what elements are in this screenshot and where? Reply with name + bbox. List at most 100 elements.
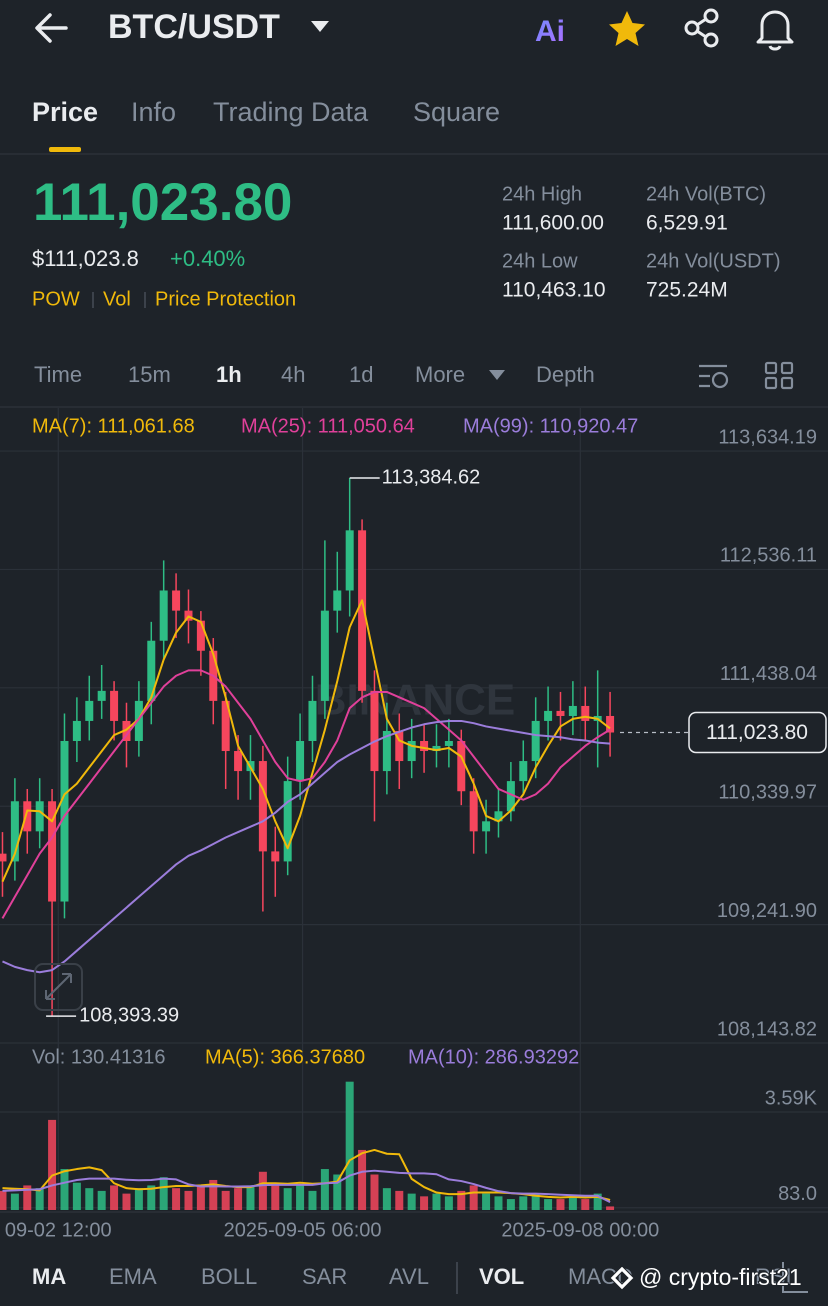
credit-watermark: @ crypto-first21: [609, 1263, 803, 1291]
volume-bar: [333, 1174, 342, 1210]
x-tick-label: 2025-09-08 00:00: [501, 1219, 659, 1241]
tab[interactable]: Square: [413, 97, 500, 127]
volume-bar: [457, 1190, 466, 1210]
chart-settings[interactable]: [699, 364, 729, 389]
notification-bell[interactable]: [756, 10, 794, 51]
volume-bar: [345, 1081, 354, 1210]
interval[interactable]: 15m: [128, 362, 171, 387]
indicator[interactable]: EMA: [109, 1264, 157, 1289]
volume-bar: [234, 1188, 243, 1210]
last-price: 111,023.80: [33, 173, 292, 232]
legend-vol: Vol: 130.41316: [32, 1046, 165, 1068]
stat-value: 111,600.00: [502, 212, 604, 235]
candle-body: [258, 761, 267, 852]
x-tick-label: 2025-09-05 06:00: [224, 1219, 382, 1241]
volume-bar: [283, 1188, 292, 1210]
volume-bar: [209, 1179, 218, 1210]
indicator[interactable]: SAR: [302, 1264, 347, 1289]
last-price-tag: [688, 711, 827, 754]
ma-line: [2, 1169, 611, 1204]
legend-ma25: MA(25): 111,050.64: [241, 415, 415, 437]
y-tick-label: 83.0: [778, 1183, 817, 1205]
volume-bar: [320, 1169, 329, 1210]
tab[interactable]: Trading Data: [213, 97, 369, 127]
high-label: 113,384.62: [382, 466, 481, 488]
expand-button[interactable]: [34, 963, 83, 1011]
candle-body: [72, 720, 81, 741]
ai-button[interactable]: Ai: [535, 15, 565, 48]
volume-bar: [568, 1196, 577, 1210]
share-button[interactable]: [684, 8, 719, 48]
indicator-active[interactable]: VOL: [479, 1264, 524, 1289]
candle-body: [370, 690, 379, 772]
more-dropdown[interactable]: [489, 370, 505, 380]
stat-value: 6,529.91: [646, 212, 728, 235]
volume-bar: [35, 1188, 44, 1210]
volume-bar: [531, 1193, 540, 1210]
candle-body: [556, 710, 565, 716]
indicator[interactable]: BOLL: [201, 1264, 257, 1289]
interval[interactable]: 4h: [281, 362, 305, 387]
candle-body: [85, 700, 94, 721]
candle-body: [10, 801, 19, 862]
indicator[interactable]: RSI: [755, 1264, 792, 1289]
legend-ma99: MA(99): 110,920.47: [463, 415, 638, 437]
volume-bar: [60, 1169, 69, 1210]
interval[interactable]: Time: [34, 362, 82, 387]
candle-body: [482, 821, 491, 832]
stat-value: 110,463.10: [502, 279, 606, 302]
candle-body: [110, 690, 119, 721]
stat-label: 24h Vol(USDT): [646, 250, 781, 272]
candle-body: [395, 730, 404, 762]
candle-body: [432, 745, 441, 752]
candle-body: [382, 730, 391, 772]
indicator[interactable]: AVL: [389, 1264, 429, 1289]
tab-indicator: [49, 147, 81, 152]
y-tick-label: 109,241.90: [717, 900, 817, 922]
pair-dropdown[interactable]: [311, 21, 329, 32]
y-tick-label: 111,438.04: [720, 663, 817, 685]
volume-bar: [159, 1177, 168, 1210]
candle-body: [60, 740, 69, 902]
favorite-star[interactable]: [609, 11, 645, 46]
volume-bar: [556, 1199, 565, 1210]
pair-title[interactable]: BTC/USDT: [108, 8, 280, 46]
legend-ma7: MA(7): 111,061.68: [32, 415, 195, 437]
volume-bar: [147, 1185, 156, 1210]
candle-body: [544, 710, 553, 721]
candle-body: [196, 620, 205, 651]
legend-vol-ma10: MA(10): 286.93292: [408, 1046, 579, 1068]
candle-body: [48, 801, 57, 902]
indicator-settings[interactable]: [782, 1262, 808, 1293]
candle-body: [531, 720, 540, 762]
indicator-active[interactable]: MA: [32, 1264, 66, 1289]
layout-button[interactable]: [764, 361, 794, 390]
candle-body: [358, 530, 367, 691]
candle-body: [308, 700, 317, 741]
back-button[interactable]: [35, 13, 68, 43]
tag[interactable]: Price Protection: [155, 288, 296, 310]
volume-bar: [407, 1193, 416, 1210]
stat-label: 24h Low: [502, 250, 578, 272]
candle-body: [35, 801, 44, 832]
interval[interactable]: 1d: [349, 362, 373, 387]
volume-bar: [110, 1185, 119, 1210]
volume-bar: [0, 1190, 7, 1210]
interval-more[interactable]: More: [415, 362, 465, 387]
volume-bar: [308, 1190, 317, 1210]
candle-body: [581, 705, 590, 721]
candle-body: [283, 781, 292, 862]
tab-active[interactable]: Price: [32, 97, 98, 127]
interval-active[interactable]: 1h: [216, 362, 242, 387]
tag[interactable]: Vol: [103, 288, 131, 310]
tab[interactable]: Info: [131, 97, 176, 127]
candle-body: [469, 791, 478, 832]
interval[interactable]: Depth: [536, 362, 595, 387]
volume-bar: [506, 1199, 515, 1210]
candle-body: [606, 715, 615, 733]
volume-bar: [494, 1196, 503, 1210]
ma-line: [1, 599, 611, 883]
tag[interactable]: POW: [32, 288, 80, 310]
